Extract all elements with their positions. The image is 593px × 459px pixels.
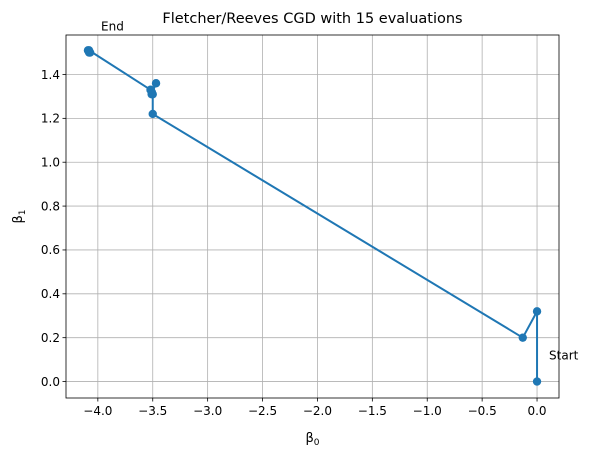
y-tick-label: 1.2	[41, 112, 60, 126]
chart-title: Fletcher/Reeves CGD with 15 evaluations	[162, 11, 462, 27]
x-tick-label: −3.5	[138, 404, 167, 418]
data-point	[532, 307, 542, 316]
y-axis-label-subscript: 1	[18, 209, 28, 215]
annotations: Start End	[101, 20, 579, 363]
x-tick-label: −1.0	[413, 404, 442, 418]
y-tick-label: 1.4	[41, 68, 60, 82]
y-axis-label: β1	[11, 209, 28, 223]
data-point	[151, 79, 161, 88]
data-point	[532, 377, 542, 386]
x-tick-label: −2.0	[303, 404, 332, 418]
y-axis-label-text: β	[11, 215, 26, 223]
annotation-start: Start	[549, 349, 579, 363]
x-tick-label: −2.5	[248, 404, 277, 418]
axis-ticks: −4.0 −3.5 −3.0 −2.5 −2.0 −1.5 −1.0 −0.5 0.0 0.0 0.…	[41, 68, 547, 418]
x-tick-label: −0.5	[468, 404, 497, 418]
x-tick-label: −4.0	[83, 404, 112, 418]
data-point	[148, 109, 157, 119]
y-tick-label: 0.4	[41, 287, 60, 301]
y-tick-label: 0.2	[41, 331, 60, 345]
y-tick-label: 0.6	[41, 243, 60, 257]
data-point	[518, 333, 527, 342]
data-point	[84, 48, 94, 57]
y-tick-label: 1.0	[41, 156, 60, 170]
data-point	[146, 85, 155, 95]
y-tick-label: 0.8	[41, 199, 60, 213]
annotation-end: End	[101, 20, 124, 34]
series-layer	[83, 46, 542, 386]
x-tick-label: −3.0	[193, 404, 222, 418]
plot-frame	[65, 34, 560, 399]
x-axis-label-subscript: 0	[314, 438, 320, 448]
x-tick-label: −1.5	[358, 404, 387, 418]
x-axis-label-text: β	[305, 431, 313, 446]
gridlines	[66, 35, 559, 398]
x-tick-label: 0.0	[527, 404, 546, 418]
y-tick-label: 0.0	[41, 375, 60, 389]
x-axis-label: β0	[305, 431, 319, 448]
